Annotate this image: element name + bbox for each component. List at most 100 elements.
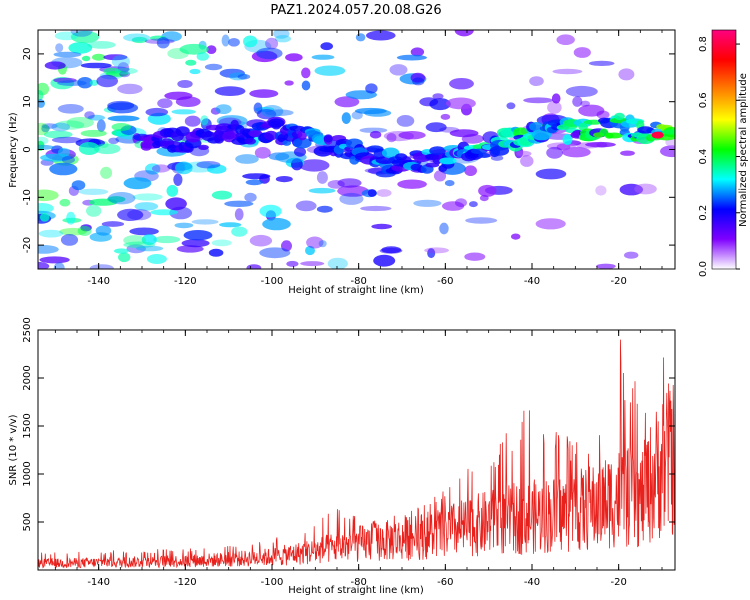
spectrogram-cell: [354, 107, 387, 115]
spectrogram-cell: [103, 67, 121, 75]
spectrogram-cell: [425, 122, 447, 133]
spectrogram-cell: [243, 35, 258, 48]
spectrogram-cell: [320, 42, 334, 51]
spectrogram-cell: [71, 180, 86, 191]
spectrogram-cell: [605, 132, 623, 139]
spectrogram-cell: [38, 203, 54, 214]
spectrogram-cell: [38, 245, 59, 254]
spectrogram-cell: [274, 35, 291, 43]
spectrogram-cell: [38, 261, 50, 269]
spectrogram-cell: [101, 221, 125, 227]
spectrogram-cell: [429, 146, 446, 156]
spectrogram-cell: [506, 102, 516, 110]
colorbar-strip: [711, 29, 737, 270]
spectrogram-cell: [314, 65, 346, 76]
spectrogram-cell: [386, 133, 397, 143]
y-tick-label: 500: [22, 512, 33, 531]
colorbar-ticks: 0.0 0.2 0.4 0.6 0.8: [698, 36, 740, 277]
spectrogram-cell: [51, 122, 70, 132]
spectrogram-cell: [87, 114, 106, 121]
spectrogram-cell: [134, 202, 159, 211]
spectrogram-cell: [51, 136, 82, 144]
spectrogram-cell: [265, 109, 294, 116]
spectrogram-cell: [547, 101, 562, 114]
spectrogram-cell: [114, 248, 129, 254]
spectrogram-cell: [249, 89, 279, 98]
spectrogram-cell: [634, 183, 657, 195]
spectrogram-cell: [84, 111, 95, 119]
spectrogram-cell: [44, 61, 66, 70]
x-tick-label: -40: [524, 577, 540, 588]
spectrogram-y-axis-label: Frequency (Hz): [8, 112, 19, 188]
spectrogram-cell: [256, 47, 283, 60]
spectrogram-cell: [80, 62, 112, 69]
spectrogram-cell: [61, 156, 75, 164]
spectrogram-cell: [141, 234, 157, 246]
spectrogram-cell: [55, 120, 85, 130]
spectrogram-cell: [449, 78, 474, 90]
spectrogram-cell: [107, 100, 135, 111]
spectrogram-cell: [595, 185, 607, 196]
y-tick-label: 0: [22, 146, 33, 152]
spectrogram-cell: [156, 37, 170, 49]
spectrogram-cell: [92, 53, 106, 61]
spectrogram-cell: [337, 178, 362, 188]
spectrogram-cell: [242, 173, 271, 180]
x-tick-label: -120: [174, 276, 197, 287]
spectrogram-cell: [662, 129, 675, 135]
spectrogram-cell: [196, 52, 209, 61]
spectrogram-cell: [300, 261, 325, 267]
spectrogram-cell: [565, 85, 598, 98]
spectrogram-cell: [444, 180, 455, 187]
spectrogram-cell: [123, 235, 146, 246]
spectrogram-cell: [373, 254, 396, 267]
spectrogram-cell: [396, 54, 427, 61]
spectrogram-cell: [123, 33, 151, 42]
y-tick-label: 1000: [22, 461, 33, 486]
spectrogram-cell: [108, 192, 136, 205]
spectrogram-cell: [127, 209, 152, 221]
spectrogram-cell: [96, 119, 106, 132]
spectrogram-cell: [286, 260, 299, 267]
spectrogram-cell: [245, 179, 263, 186]
spectrogram-cell: [478, 153, 491, 158]
spectrogram-cell: [214, 86, 246, 96]
spectrogram-cell: [43, 130, 73, 139]
snr-y-axis-label: SNR (10 * v/v): [8, 414, 19, 485]
spectrogram-cell: [562, 147, 591, 158]
spectrogram-cell: [165, 197, 187, 211]
spectrogram-cell: [175, 96, 201, 107]
spectrogram-cell: [265, 37, 279, 50]
spectrogram-cell: [273, 30, 290, 39]
spectrogram-cell: [177, 80, 193, 88]
spectrogram-cell: [410, 47, 425, 57]
spectrogram-cell: [237, 73, 251, 80]
spectrogram-cell: [57, 80, 87, 86]
spectrogram-cell: [439, 222, 449, 235]
snr-frame: [37, 329, 676, 571]
spectrogram-cell: [383, 131, 414, 142]
y-tick-label: 2500: [22, 317, 33, 342]
colorbar: 0.0 0.2 0.4 0.6 0.8 Normalized spectral ampl…: [698, 29, 749, 277]
spectrogram-cell: [189, 68, 201, 75]
spectrogram-cell: [256, 109, 277, 120]
spectrogram-cell: [381, 147, 400, 159]
snr-series-line: [38, 339, 675, 569]
spectrogram-cell: [129, 227, 159, 236]
spectrogram-cell: [562, 134, 573, 145]
colorbar-label: Normalized spectral amplitude: [738, 73, 749, 227]
spectrogram-cell: [580, 100, 590, 107]
spectrogram-cell: [196, 161, 221, 169]
y-tick-label: 10: [22, 95, 33, 108]
spectrogram-cell: [200, 115, 209, 126]
spectrogram-cell: [253, 102, 263, 114]
y-tick-label: 2000: [22, 365, 33, 390]
spectrogram-cell: [490, 145, 510, 156]
x-tick-label: -140: [87, 276, 110, 287]
spectrogram-cell: [59, 227, 87, 236]
x-tick-label: -120: [174, 577, 197, 588]
spectrogram-cell: [618, 68, 635, 81]
x-tick-label: -60: [437, 577, 453, 588]
spectrogram-cell: [479, 195, 489, 202]
